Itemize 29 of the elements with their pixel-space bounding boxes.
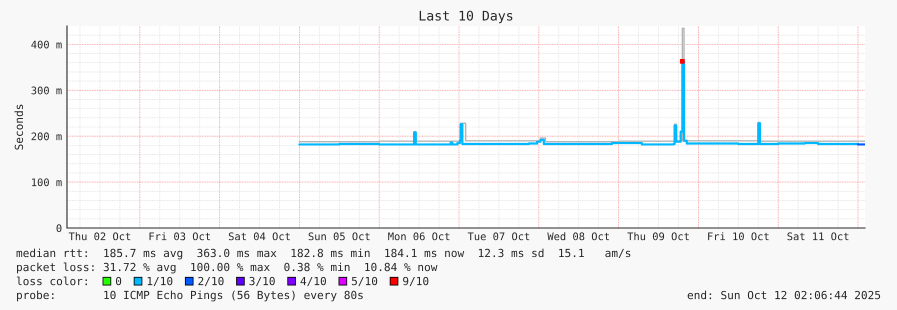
chart-title: Last 10 Days: [420, 10, 512, 24]
x-tick-label: Fri 03 Oct: [150, 232, 210, 240]
legend-label: 3/10: [250, 276, 275, 286]
text: median rtt: 185.7 ms avg 363.0 ms max 182.8 ms min 184.1 ms now 12.3 ms sd 15.1 am/s: [16, 248, 630, 260]
y-tick-label: 400 m: [31, 40, 62, 48]
y-tick-label: 200 m: [32, 132, 62, 140]
x-tick-label: Sat 04 Oct: [228, 232, 290, 240]
text: probe: 10 ICMP Echo Pings (56 Bytes) every 80s: [17, 290, 363, 302]
text: packet loss: 31.72 % avg 100.00 % max 0.38 % min 10.84 % now: [17, 262, 438, 274]
y-tick-label: 100 m: [32, 178, 62, 186]
x-tick-label: Thu 09 Oct: [627, 232, 689, 240]
x-tick-label: Sun 05 Oct: [308, 232, 370, 240]
legend-title: loss color:: [16, 276, 87, 286]
y-tick-label: 0: [56, 224, 62, 232]
legend-label: 4/10: [300, 276, 326, 286]
x-tick-label: Fri 10 Oct: [708, 232, 769, 240]
legend-label: 1/10: [148, 276, 172, 286]
y-axis-title: Seconds: [14, 104, 24, 150]
text: end: Sun Oct 12 02:06:44 2025: [688, 290, 880, 300]
legend-label: 2/10: [198, 276, 224, 286]
x-tick-label: Tue 07 Oct: [468, 232, 530, 240]
x-tick-label: Sat 11 Oct: [787, 232, 848, 240]
y-tick-label: 300 m: [31, 86, 62, 94]
legend-label: 5/10: [352, 276, 378, 286]
legend-label: 9/10: [403, 276, 428, 286]
x-tick-label: Mon 06 Oct: [388, 232, 450, 240]
x-tick-label: Wed 08 Oct: [547, 232, 610, 240]
legend-label: 0: [116, 276, 122, 286]
x-tick-label: Thu 02 Oct: [68, 232, 130, 240]
